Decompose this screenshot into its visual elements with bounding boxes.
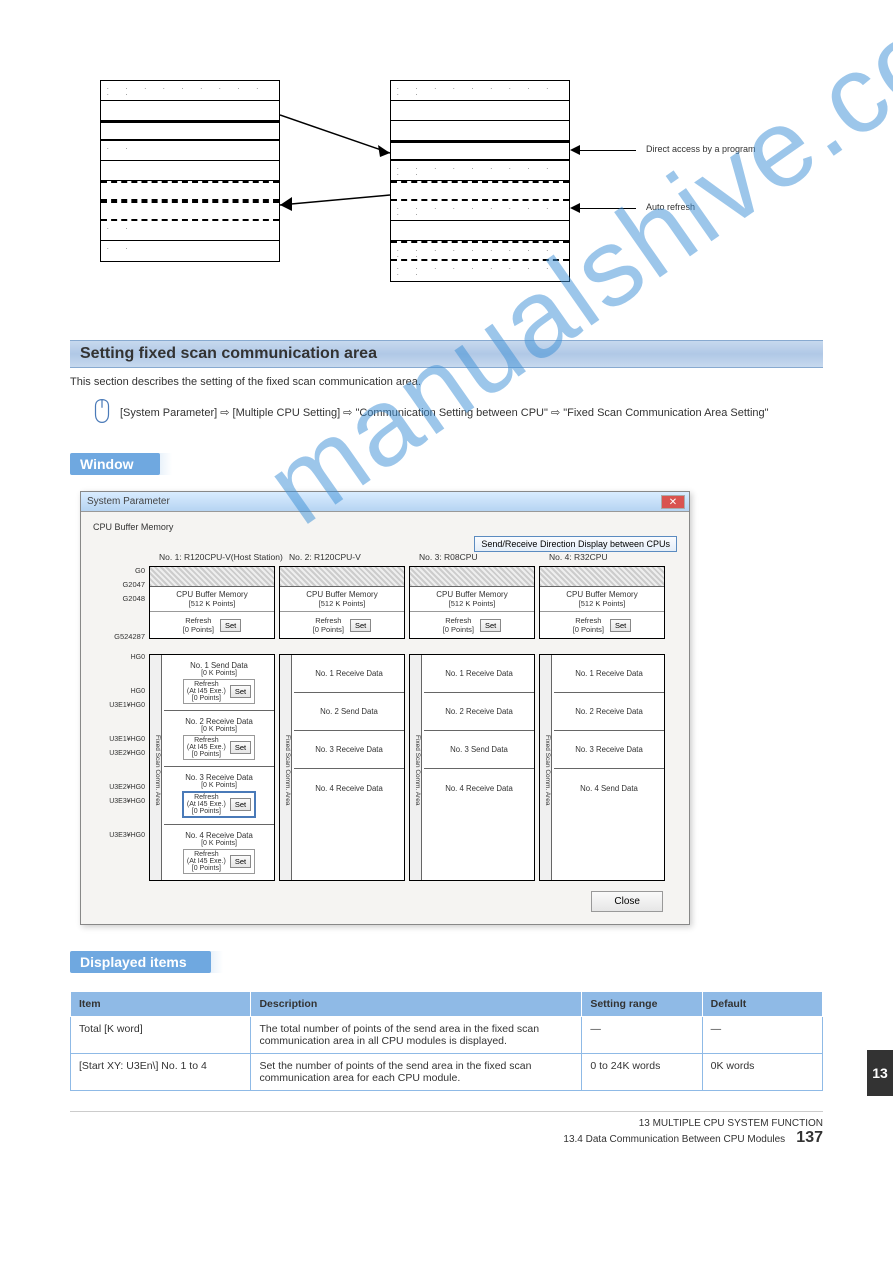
close-button[interactable]: Close	[591, 891, 663, 912]
host-fixed-scan-col: Fixed Scan Comm. Area No. 1 Send Data [0…	[149, 654, 275, 881]
nav-path-text: [System Parameter] ⇨ [Multiple CPU Setti…	[120, 406, 769, 419]
cpu1-buffer-box: CPU Buffer Memory [512 K Points] Refresh…	[149, 566, 275, 639]
page-footer: 13 MULTIPLE CPU SYSTEM FUNCTION 13.4 Dat…	[70, 1111, 823, 1147]
footer-section: 13 MULTIPLE CPU SYSTEM FUNCTION	[563, 1118, 823, 1129]
cpu4-buffer-box: CPU Buffer Memory [512 K Points] Refresh…	[539, 566, 665, 639]
set-button[interactable]: Set	[230, 741, 251, 754]
th-item: Item	[71, 992, 251, 1017]
table-row: Total [K word] The total number of point…	[71, 1017, 823, 1054]
section-heading: Setting fixed scan communication area	[70, 340, 823, 368]
set-button[interactable]: Set	[610, 619, 631, 632]
cpu2-buffer-box: CPU Buffer Memory [512 K Points] Refresh…	[279, 566, 405, 639]
set-button[interactable]: Set	[230, 798, 251, 811]
set-button[interactable]: Set	[230, 685, 251, 698]
cpu3-fixed-scan-col: Fixed Scan Comm. Area No. 1 Receive Data…	[409, 654, 535, 881]
dialog-title-text: System Parameter	[87, 496, 170, 507]
diagram-arrows	[280, 105, 390, 215]
set-button[interactable]: Set	[350, 619, 371, 632]
cpu-column-headers: No. 1: R120CPU-V(Host Station) No. 2: R1…	[93, 552, 677, 562]
section-intro: This section describes the setting of th…	[70, 376, 823, 388]
fixed-address-labels: HG0 HG0 U3E1¥HG0 U3E1¥HG0 U3E2¥HG0 U3E2¥…	[93, 654, 149, 881]
direct-access-label: Direct access by a program	[646, 144, 756, 154]
th-description: Description	[251, 992, 582, 1017]
cpu2-fixed-scan-col: Fixed Scan Comm. Area No. 1 Receive Data…	[279, 654, 405, 881]
chapter-tab: 13	[867, 1050, 893, 1096]
cpu4-fixed-scan-col: Fixed Scan Comm. Area No. 1 Receive Data…	[539, 654, 665, 881]
mem-address-labels: G0 G2047 G2048 G524287	[93, 566, 149, 646]
cpu-buffer-label: CPU Buffer Memory	[93, 522, 677, 532]
th-range: Setting range	[582, 992, 702, 1017]
set-button[interactable]: Set	[220, 619, 241, 632]
system-parameter-dialog: System Parameter ✕ CPU Buffer Memory Sen…	[80, 491, 690, 925]
diag-dots: . . . . . . . . . . .	[101, 81, 279, 101]
table-row: [Start XY: U3En\] No. 1 to 4 Set the num…	[71, 1054, 823, 1091]
set-button[interactable]: Set	[480, 619, 501, 632]
close-icon[interactable]: ✕	[661, 495, 685, 509]
mouse-icon	[92, 398, 112, 427]
dialog-titlebar: System Parameter ✕	[81, 492, 689, 512]
set-button[interactable]: Set	[230, 855, 251, 868]
page-number: 137	[796, 1129, 823, 1146]
send-receive-display-button[interactable]: Send/Receive Direction Display between C…	[474, 536, 677, 552]
footer-subsection: 13.4 Data Communication Between CPU Modu…	[563, 1134, 785, 1145]
auto-refresh-label: Auto refresh	[646, 202, 695, 212]
th-default: Default	[702, 992, 822, 1017]
cpu3-buffer-box: CPU Buffer Memory [512 K Points] Refresh…	[409, 566, 535, 639]
window-subheading: Window	[70, 453, 160, 475]
nav-path-row: [System Parameter] ⇨ [Multiple CPU Setti…	[92, 398, 823, 427]
memory-diagram: . . . . . . . . . . . . . . . . . . . . …	[70, 80, 823, 310]
parameters-table: Item Description Setting range Default T…	[70, 991, 823, 1091]
displayed-items-heading: Displayed items	[70, 951, 211, 973]
